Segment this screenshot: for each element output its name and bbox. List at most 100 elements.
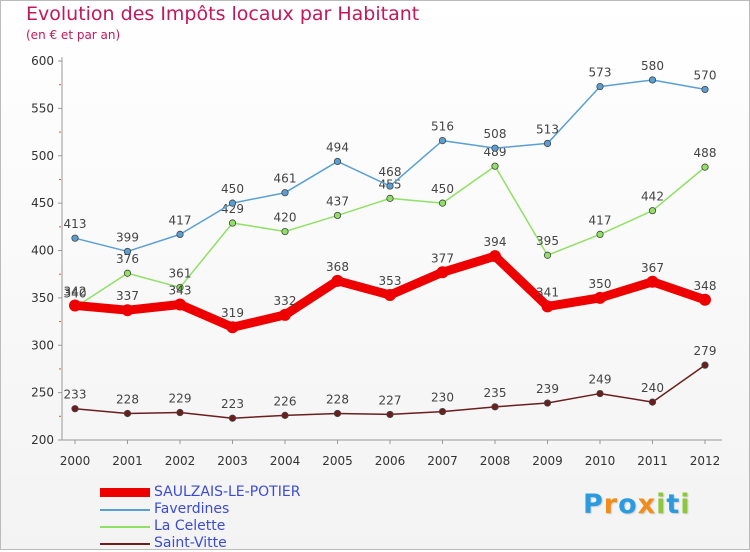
line-chart: 200 250 300 350 400 450 500 550 600 2000 2001 2002 2… <box>31 54 722 468</box>
data-label: 341 <box>536 285 559 299</box>
data-label: 249 <box>589 373 612 387</box>
data-label: 227 <box>379 393 402 407</box>
logo-letter: t <box>666 489 681 520</box>
data-label: 368 <box>326 260 349 274</box>
proxiti-logo: Proxiti <box>583 489 691 520</box>
data-label: 353 <box>379 274 402 288</box>
data-point <box>648 207 657 215</box>
data-label: 337 <box>116 289 139 303</box>
data-point <box>438 407 447 416</box>
logo-letter: x <box>637 489 657 520</box>
data-label: 230 <box>431 391 454 405</box>
legend-item: Faverdines <box>100 501 360 518</box>
data-label: 513 <box>536 122 559 136</box>
data-point <box>648 398 657 406</box>
data-point <box>333 409 342 418</box>
data-point <box>176 408 184 417</box>
data-point <box>281 227 289 236</box>
data-label: 429 <box>221 202 244 216</box>
data-point <box>333 157 342 166</box>
data-point <box>226 321 239 334</box>
data-point <box>596 82 604 91</box>
legend-item: Saint-Vitte <box>100 535 360 552</box>
legend-item: SAULZAIS-LE-POTIER <box>100 484 360 501</box>
chart-subtitle: (en € et par an) <box>26 28 121 42</box>
data-label: 228 <box>326 392 349 406</box>
x-tick-label: 2007 <box>427 454 458 468</box>
legend-label: Faverdines <box>154 501 230 517</box>
data-point <box>491 403 499 411</box>
data-point <box>646 275 659 288</box>
data-point <box>228 199 237 207</box>
data-label: 399 <box>116 230 139 244</box>
legend-item: La Celette <box>100 518 360 535</box>
data-label: 279 <box>694 344 717 358</box>
data-label: 361 <box>169 266 192 280</box>
data-point <box>281 189 289 197</box>
data-point <box>438 199 447 207</box>
legend-swatch <box>100 543 150 545</box>
data-label: 570 <box>694 68 717 82</box>
data-label: 342 <box>64 284 87 298</box>
data-point <box>543 399 552 407</box>
data-label: 377 <box>431 251 454 265</box>
logo-letter: i <box>680 489 691 520</box>
legend-label: SAULZAIS-LE-POTIER <box>154 484 301 500</box>
data-label: 226 <box>274 394 297 408</box>
logo-letter: o <box>618 489 638 520</box>
data-label: 376 <box>116 252 139 266</box>
data-label: 395 <box>536 234 559 248</box>
data-point <box>123 247 132 256</box>
data-point <box>121 304 134 317</box>
logo-letter: r <box>603 489 619 520</box>
data-label: 223 <box>221 397 244 411</box>
data-point <box>594 291 606 304</box>
data-point <box>71 234 79 242</box>
data-point <box>541 300 554 313</box>
data-point <box>333 211 342 220</box>
data-label: 413 <box>64 217 87 231</box>
data-label: 319 <box>221 306 244 320</box>
data-point <box>71 405 79 413</box>
x-tick-label: 2000 <box>60 454 91 468</box>
data-label: 489 <box>484 145 507 159</box>
y-tick-label: 600 <box>31 54 54 68</box>
legend-swatch <box>100 488 150 497</box>
data-label: 340 <box>64 286 87 300</box>
data-label: 573 <box>589 66 612 80</box>
data-point <box>386 182 394 190</box>
data-label: 580 <box>641 59 664 73</box>
data-point <box>279 308 291 321</box>
data-point <box>228 414 237 422</box>
chart-title: Evolution des Impôts locaux par Habitant <box>26 3 420 25</box>
data-label: 450 <box>221 182 244 196</box>
y-tick-label: 300 <box>31 338 54 352</box>
data-point <box>384 289 396 302</box>
data-point <box>491 144 499 152</box>
y-tick-label: 350 <box>31 291 54 305</box>
data-point <box>701 361 709 369</box>
data-label: 332 <box>274 294 297 308</box>
data-point <box>489 250 501 263</box>
legend-swatch <box>100 509 150 511</box>
data-point <box>491 162 499 170</box>
logo-letter: P <box>583 489 604 520</box>
data-point <box>436 266 449 279</box>
legend: SAULZAIS-LE-POTIER Faverdines La Celette Sa… <box>100 484 360 552</box>
data-point <box>228 219 237 227</box>
data-label: 367 <box>641 261 664 275</box>
data-label: 508 <box>484 127 507 141</box>
data-label: 348 <box>694 279 717 293</box>
y-tick-label: 450 <box>31 196 54 210</box>
data-point <box>701 163 709 171</box>
data-point <box>123 269 132 277</box>
x-tick-label: 2005 <box>322 454 353 468</box>
data-point <box>331 274 344 287</box>
data-point <box>699 293 711 306</box>
data-label: 450 <box>431 182 454 196</box>
data-label: 494 <box>326 140 349 154</box>
x-tick-label: 2001 <box>112 454 143 468</box>
data-point <box>174 298 186 311</box>
data-point <box>701 85 709 94</box>
data-label: 417 <box>589 213 612 227</box>
